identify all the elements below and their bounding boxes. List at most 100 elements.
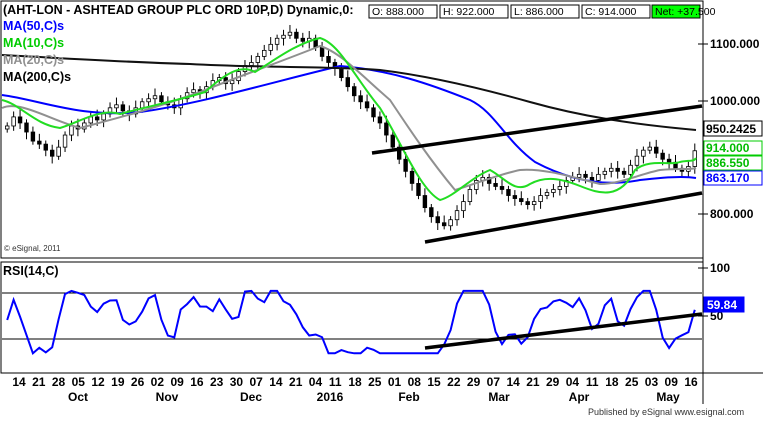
time-axis-day-label: 15 (427, 375, 441, 389)
candle-body (300, 37, 306, 42)
candle-body (609, 167, 614, 172)
candle-body (319, 46, 325, 57)
candle-body (69, 125, 74, 136)
candle-body (43, 143, 48, 151)
candle-body (377, 116, 383, 124)
candle-body (17, 116, 23, 124)
candle-body (506, 189, 511, 196)
candle-body (583, 173, 588, 178)
channel-upper-trendline (371, 104, 703, 155)
candle-body (409, 170, 415, 184)
candle-body (88, 116, 93, 124)
candle-body (461, 201, 466, 212)
time-axis-month-label: Apr (569, 390, 590, 404)
candle-body (30, 131, 36, 142)
ohlc-low-box (510, 4, 580, 19)
ma200-line (1, 54, 697, 131)
time-axis-day-label: 18 (605, 375, 619, 389)
time-axis-day-label: 01 (388, 375, 402, 389)
candle-body (152, 95, 158, 100)
legend-ma10: MA(10,C)s (3, 36, 64, 50)
time-axis-day-label: 30 (230, 375, 244, 389)
ohlc-open-box (368, 4, 438, 19)
time-axis-day-label: 12 (91, 375, 105, 389)
candle-body (352, 86, 357, 97)
candle-body (512, 195, 518, 199)
candle-body (249, 62, 254, 66)
candle-body (191, 89, 196, 94)
time-axis-day-label: 29 (546, 375, 560, 389)
rsi-panel-frame (0, 261, 704, 374)
candle-body (274, 37, 280, 45)
price-label-1100: 1100.000 (710, 37, 760, 51)
time-axis-day-label: 07 (249, 375, 263, 389)
ohlc-close-box (581, 4, 651, 19)
candle-body (660, 152, 665, 160)
candle-body (454, 210, 460, 221)
candle-body (229, 80, 235, 85)
candle-body (621, 170, 627, 175)
candle-body (390, 134, 395, 148)
time-axis-day-label: 08 (408, 375, 422, 389)
candle-body (531, 201, 537, 205)
candle-body (467, 189, 473, 202)
candle-body (647, 146, 653, 151)
time-axis-day-label: 14 (12, 375, 26, 389)
candle-body (422, 195, 428, 209)
candle-body (441, 222, 447, 227)
candle-body (435, 216, 440, 224)
candle-body (654, 146, 659, 154)
candle-body (615, 167, 620, 172)
price-label-1000: 1000.000 (710, 94, 760, 108)
ma10-value-tag (703, 155, 763, 171)
candle-body (364, 101, 370, 109)
candle-body (56, 146, 61, 157)
candle-body (486, 176, 492, 184)
candle-body (371, 107, 376, 118)
candle-body (474, 180, 479, 190)
rsi-label: RSI(14,C) (3, 264, 59, 278)
time-axis-month-label: 2016 (317, 390, 344, 404)
ma10-line (1, 36, 697, 202)
candle-body (120, 104, 126, 112)
time-axis-day-label: 21 (289, 375, 303, 389)
time-axis-day-label: 29 (467, 375, 481, 389)
time-axis-day-label: 11 (329, 375, 342, 389)
candle-body (358, 95, 363, 103)
time-axis-day-label: 21 (32, 375, 46, 389)
time-axis-day-label: 23 (210, 375, 224, 389)
ma20-line (1, 44, 697, 192)
ohlc-open: O: 888.000 (372, 6, 424, 18)
ma50-value: 863.170 (706, 171, 750, 185)
ma200-value-tag (703, 120, 763, 137)
legend-ma200: MA(200,C)s (3, 70, 71, 84)
time-axis-day-label: 09 (170, 375, 184, 389)
legend-ma20: MA(20,C)s (3, 53, 64, 67)
time-axis-day-label: 05 (72, 375, 86, 389)
candle-body (596, 173, 601, 181)
candle-body (499, 186, 505, 190)
ohlc-close: C: 914.000 (585, 6, 637, 18)
credit-text: © eSignal, 2011 (4, 244, 61, 253)
rsi-line (6, 289, 696, 356)
candle-body (11, 116, 16, 127)
price-panel-frame (0, 0, 704, 259)
time-axis-month-label: Oct (68, 390, 88, 404)
time-axis-day-label: 25 (625, 375, 639, 389)
time-axis-day-label: 18 (348, 375, 362, 389)
ma10-value: 886.550 (706, 156, 750, 170)
candle-body (396, 146, 402, 160)
candle-body (493, 183, 498, 187)
candle-body (262, 49, 267, 57)
candle-body (345, 77, 350, 88)
candle-body (403, 158, 408, 172)
time-axis-day-label: 03 (645, 375, 659, 389)
ohlc-net-box (651, 4, 701, 19)
time-axis-day-label: 19 (111, 375, 125, 389)
candle-body (326, 56, 331, 63)
time-axis-month-label: Mar (488, 390, 510, 404)
time-axis-day-label: 25 (368, 375, 382, 389)
candle-body (384, 122, 389, 136)
close-value-tag (703, 140, 763, 156)
rsi-value-tag (703, 296, 745, 313)
